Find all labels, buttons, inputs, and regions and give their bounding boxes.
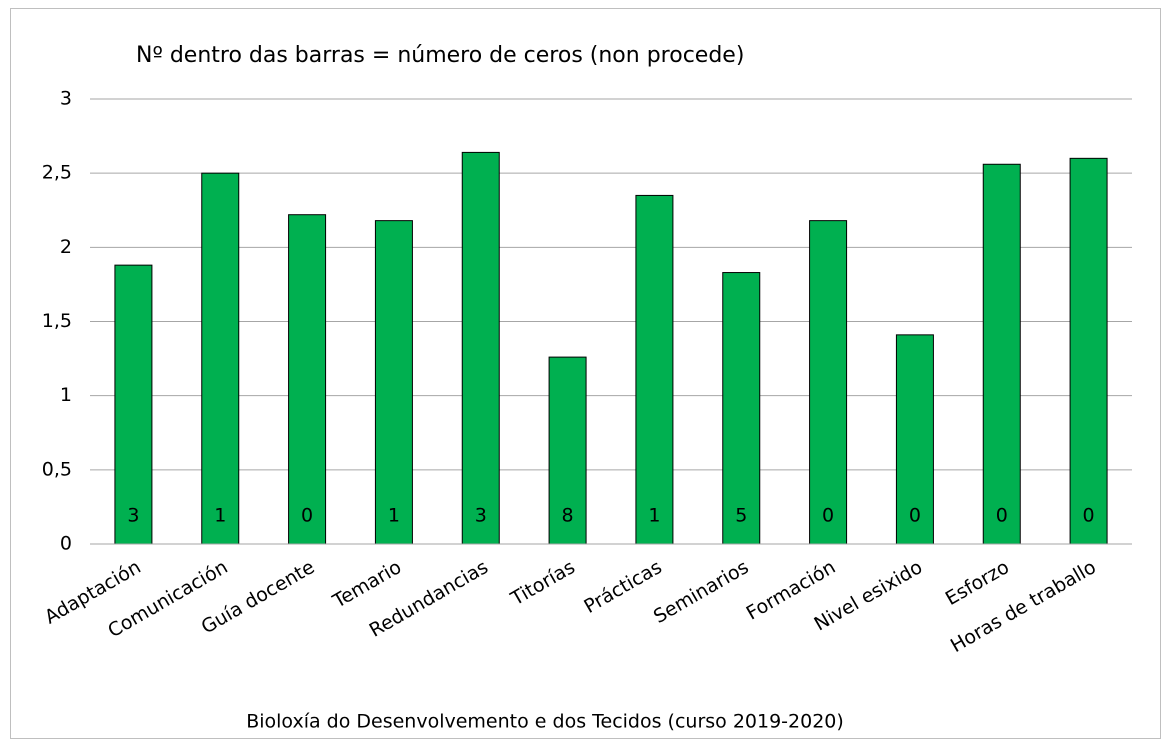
y-tick-label: 2,5: [42, 162, 72, 184]
y-tick-label: 1: [60, 384, 72, 406]
bar: [288, 214, 327, 545]
zero-count-label: 1: [214, 505, 226, 527]
x-axis-label: Bioloxía do Desenvolvemento e dos Tecido…: [246, 711, 844, 733]
bar: [114, 264, 153, 545]
bar: [201, 172, 240, 545]
zero-count-label: 1: [648, 505, 660, 527]
bar: [809, 220, 848, 545]
bar: [635, 194, 674, 545]
zero-count-label: 0: [1083, 505, 1095, 527]
zero-count-label: 0: [822, 505, 834, 527]
y-tick-label: 2: [60, 236, 72, 258]
y-tick-label: 0,5: [42, 458, 72, 480]
y-tick-label: 3: [60, 88, 72, 110]
bar: [461, 151, 500, 545]
bar: [722, 272, 761, 545]
y-tick-label: 0: [60, 533, 72, 555]
bar: [374, 220, 413, 545]
zero-count-label: 0: [301, 505, 313, 527]
zero-count-label: 3: [475, 505, 487, 527]
zero-count-label: 1: [388, 505, 400, 527]
bar: [982, 163, 1021, 545]
chart-title: Nº dentro das barras = número de ceros (…: [136, 43, 744, 68]
bar: [1069, 157, 1108, 545]
y-tick-label: 1,5: [42, 310, 72, 332]
zero-count-label: 8: [562, 505, 574, 527]
zero-count-label: 0: [996, 505, 1008, 527]
zero-count-label: 3: [127, 505, 139, 527]
zero-count-label: 5: [735, 505, 747, 527]
zero-count-label: 0: [909, 505, 921, 527]
